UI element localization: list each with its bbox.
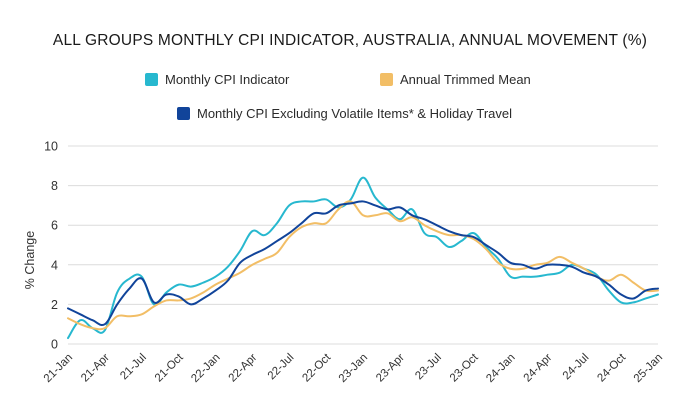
y-tick-label: 2 (51, 298, 58, 312)
y-tick-label: 10 (44, 140, 58, 154)
series-line-trimmed-mean (67, 200, 659, 331)
x-tick-label: 21-Jan (42, 352, 75, 385)
series-line-monthly-cpi (67, 176, 659, 340)
x-tick-label: 25-Jan (632, 352, 665, 385)
x-tick-label: 22-Apr (227, 352, 260, 385)
y-tick-label: 4 (51, 258, 58, 272)
y-axis-label: % Change (23, 231, 37, 289)
x-tick-label: 21-Apr (79, 352, 112, 385)
x-tick-label: 22-Jan (189, 352, 222, 385)
x-tick-label: 22-Jul (266, 352, 297, 383)
legend-item-trimmed-mean: Annual Trimmed Mean (380, 72, 531, 87)
y-tick-label: 6 (51, 219, 58, 233)
gridlines (68, 145, 658, 345)
x-tick-label: 23-Oct (448, 351, 481, 384)
legend-item-monthly-cpi: Monthly CPI Indicator (145, 72, 290, 87)
x-tick-label: 24-Oct (595, 351, 628, 384)
x-tick-label: 24-Apr (522, 352, 555, 385)
legend-swatch-monthly-cpi (145, 73, 158, 86)
x-tick-label: 24-Jan (484, 352, 517, 385)
x-tick-label: 23-Apr (374, 352, 407, 385)
series-line-excluding-volatile (67, 200, 659, 327)
legend-label-trimmed-mean: Annual Trimmed Mean (400, 72, 531, 87)
x-tick-label: 21-Oct (153, 351, 186, 384)
y-axis-ticks: 0 2 4 6 8 10 (44, 140, 58, 352)
legend-swatch-trimmed-mean (380, 73, 393, 86)
chart-title: ALL GROUPS MONTHLY CPI INDICATOR, AUSTRA… (53, 32, 647, 49)
x-axis-ticks: 21-Jan 21-Apr 21-Jul 21-Oct 22-Jan 22-Apr 22-J… (42, 351, 665, 385)
y-tick-label: 8 (51, 179, 58, 193)
legend-label-monthly-cpi: Monthly CPI Indicator (165, 72, 290, 87)
series-lines (67, 176, 659, 340)
y-tick-label: 0 (51, 338, 58, 352)
x-tick-label: 21-Jul (118, 352, 149, 383)
x-tick-label: 23-Jan (337, 352, 370, 385)
legend-swatch-excluding-volatile (177, 107, 190, 120)
x-tick-label: 22-Oct (300, 351, 333, 384)
x-tick-label: 24-Jul (561, 352, 592, 383)
x-tick-label: 23-Jul (413, 352, 444, 383)
legend-label-excluding-volatile: Monthly CPI Excluding Volatile Items* & … (197, 106, 512, 121)
legend-item-excluding-volatile: Monthly CPI Excluding Volatile Items* & … (177, 106, 512, 121)
